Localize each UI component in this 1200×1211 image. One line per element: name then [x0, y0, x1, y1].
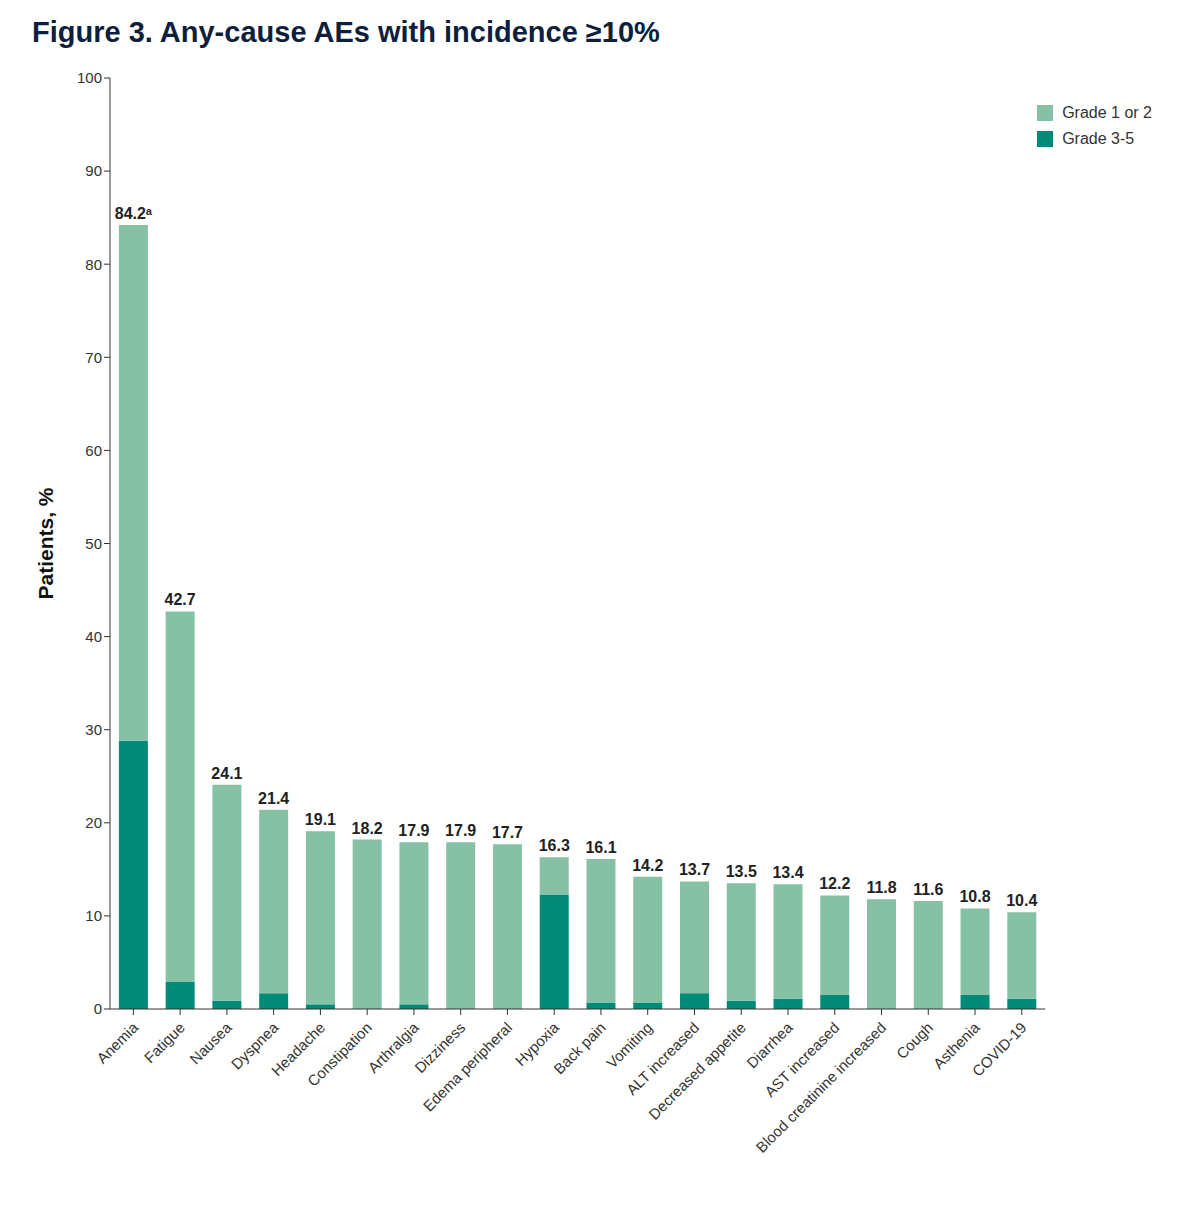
svg-text:Vomiting: Vomiting — [602, 1018, 656, 1072]
svg-text:80: 80 — [85, 256, 102, 273]
svg-text:Nausea: Nausea — [186, 1018, 235, 1068]
svg-text:13.7: 13.7 — [679, 861, 710, 878]
svg-text:10.8: 10.8 — [959, 888, 990, 905]
svg-text:Hypoxia: Hypoxia — [511, 1018, 562, 1070]
svg-text:ALT increased: ALT increased — [622, 1018, 703, 1099]
svg-text:Decreased appetite: Decreased appetite — [645, 1019, 749, 1123]
html-text:Figure 3. Any-cause AEs with i: Figure 3. Any-cause AEs with incidence ≥… — [32, 16, 660, 48]
svg-text:24.1: 24.1 — [211, 765, 242, 782]
svg-text:17.9: 17.9 — [398, 822, 429, 839]
svg-text:16.3: 16.3 — [539, 837, 570, 854]
svg-text:13.5: 13.5 — [726, 863, 757, 880]
svg-text:70: 70 — [85, 349, 102, 366]
svg-text:Constipation: Constipation — [304, 1019, 375, 1090]
svg-text:0: 0 — [94, 1000, 102, 1017]
svg-text:Dizziness: Dizziness — [411, 1018, 469, 1077]
svg-text:Back pain: Back pain — [550, 1019, 609, 1078]
svg-text:20: 20 — [85, 814, 102, 831]
svg-text:Arthralgia: Arthralgia — [364, 1018, 422, 1077]
svg-text:Anemia: Anemia — [93, 1018, 141, 1066]
svg-text:11.8: 11.8 — [866, 879, 896, 896]
html-text:Grade 1 or 2: Grade 1 or 2 — [1062, 104, 1152, 121]
svg-text:14.2: 14.2 — [632, 857, 663, 874]
svg-text:21.4: 21.4 — [258, 790, 289, 807]
svg-text:Blood creatinine increased: Blood creatinine increased — [752, 1019, 889, 1156]
svg-text:13.4: 13.4 — [772, 864, 803, 881]
svg-text:30: 30 — [85, 721, 102, 738]
svg-text:16.1: 16.1 — [585, 839, 616, 856]
svg-text:17.9: 17.9 — [445, 822, 476, 839]
svg-text:12.2: 12.2 — [819, 875, 850, 892]
svg-text:Fatigue: Fatigue — [141, 1019, 188, 1066]
svg-text:84.2ᵃ: 84.2ᵃ — [115, 205, 152, 222]
svg-text:Patients, %: Patients, % — [34, 487, 57, 599]
svg-text:50: 50 — [85, 535, 102, 552]
svg-text:19.1: 19.1 — [305, 811, 336, 828]
svg-text:Headache: Headache — [267, 1018, 329, 1080]
svg-text:40: 40 — [85, 628, 102, 645]
svg-text:10: 10 — [85, 907, 102, 924]
svg-text:90: 90 — [85, 162, 102, 179]
svg-text:Diarrhea: Diarrhea — [743, 1018, 796, 1072]
html-text:Grade 3-5: Grade 3-5 — [1062, 130, 1135, 147]
svg-text:Edema peripheral: Edema peripheral — [419, 1019, 515, 1115]
svg-text:10.4: 10.4 — [1006, 892, 1037, 909]
svg-text:100: 100 — [77, 69, 102, 86]
svg-text:18.2: 18.2 — [352, 820, 383, 837]
svg-text:Cough: Cough — [893, 1019, 936, 1062]
svg-text:Dyspnea: Dyspnea — [227, 1018, 282, 1073]
svg-text:42.7: 42.7 — [165, 591, 196, 608]
svg-text:COVID-19: COVID-19 — [969, 1019, 1030, 1080]
svg-text:11.6: 11.6 — [913, 881, 943, 898]
svg-text:Asthenia: Asthenia — [929, 1018, 983, 1073]
svg-text:60: 60 — [85, 442, 102, 459]
svg-text:17.7: 17.7 — [492, 824, 523, 841]
svg-text:AST increased: AST increased — [761, 1018, 843, 1101]
